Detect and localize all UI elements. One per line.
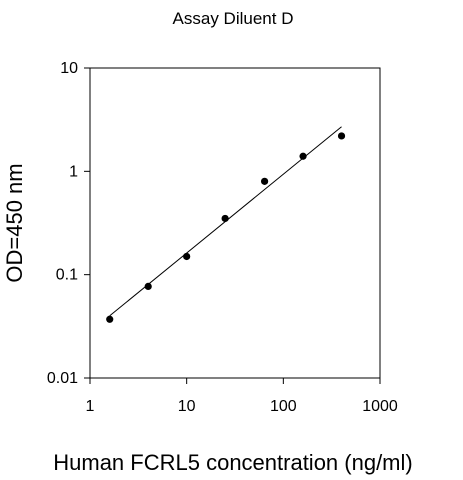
x-tick-label: 100 [270,398,297,415]
x-tick-label: 1 [86,398,95,415]
x-tick-label: 10 [178,398,196,415]
x-axis-label: Human FCRL5 concentration (ng/ml) [53,450,412,475]
data-point [221,214,229,223]
plot-area-frame [89,67,381,379]
chart-title: Assay Diluent D [173,9,294,28]
data-point [260,177,269,185]
y-tick-label: 0.01 [47,370,78,387]
y-tick-label: 10 [60,60,78,77]
data-point [106,315,114,323]
data-point [144,282,152,290]
y-tick-label: 1 [69,163,78,180]
y-axis-label: OD=450 nm [2,163,27,282]
data-point [337,132,346,140]
data-point [183,252,191,261]
x-axis-ticks: 1 10 100 1000 [86,378,398,415]
y-tick-label: 0.1 [56,267,78,284]
x-tick-label: 1000 [362,398,398,415]
y-axis-ticks: 0.01 0.1 1 10 [47,60,90,387]
data-point [299,152,307,160]
data-points [106,132,346,323]
